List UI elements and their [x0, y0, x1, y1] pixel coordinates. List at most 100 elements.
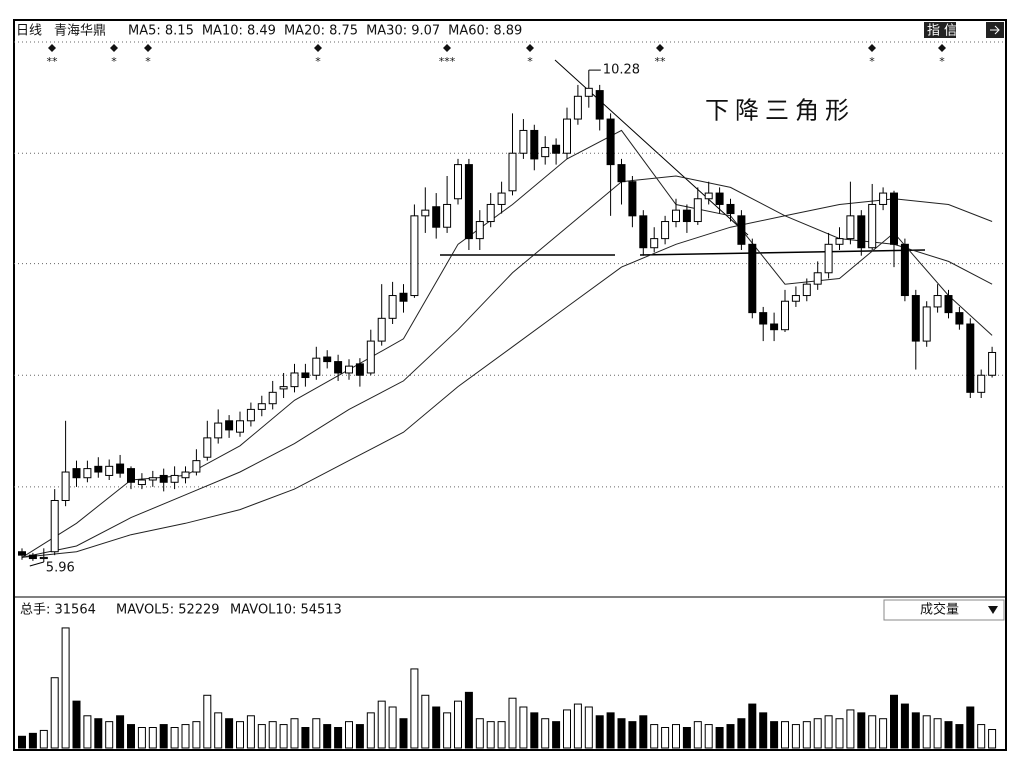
event-diamond	[443, 44, 451, 52]
candle-body	[563, 118, 571, 154]
candle-body	[312, 357, 321, 376]
event-diamond	[48, 44, 56, 52]
stock-name: 青海华鼎	[54, 24, 106, 39]
candle-body	[355, 363, 364, 376]
volume-bar	[410, 668, 419, 749]
volume-bar	[530, 712, 539, 749]
ma-label: MA30: 9.07	[366, 24, 440, 39]
candle-body	[443, 203, 452, 228]
volume-bar	[443, 712, 452, 749]
volume-bar	[682, 727, 691, 749]
toolbar-button[interactable]	[924, 22, 956, 38]
event-marker: **	[655, 55, 667, 68]
candle-body	[824, 243, 833, 274]
volume-bar	[715, 727, 724, 749]
candle-body	[225, 420, 234, 431]
volume-bar	[584, 706, 593, 749]
candle-body	[693, 198, 702, 223]
volume-bar	[225, 718, 234, 749]
volume-bar	[421, 694, 430, 749]
candle-body	[236, 420, 244, 433]
candle-body	[617, 164, 626, 183]
event-diamond	[868, 44, 876, 52]
candle-body	[933, 295, 942, 308]
candle-body	[28, 554, 37, 560]
volume-bar	[988, 729, 997, 749]
candle-body	[399, 292, 408, 302]
volume-bar	[268, 721, 277, 749]
event-marker: *	[939, 55, 945, 68]
high-label: 10.28	[603, 63, 640, 78]
volume-bar	[236, 721, 244, 749]
candle-body	[508, 152, 517, 192]
candle-body	[279, 386, 288, 390]
candle-body	[192, 460, 201, 473]
candle-body	[268, 391, 277, 405]
candle-body	[377, 317, 386, 342]
candle-body	[257, 403, 266, 410]
candle-body	[759, 312, 768, 325]
ma-label: MA20: 8.75	[284, 24, 358, 39]
candle-body	[584, 87, 593, 97]
volume-bar	[726, 724, 735, 749]
candle-body	[345, 365, 353, 374]
volume-bar	[944, 721, 953, 749]
volume-bar	[72, 700, 81, 749]
candle-body	[127, 468, 135, 483]
candle-body	[737, 215, 746, 245]
candle-body	[791, 295, 800, 302]
volume-bar	[617, 718, 626, 749]
volume-bar	[770, 721, 779, 749]
volume-bar	[781, 721, 789, 749]
low-label: 5.96	[46, 560, 75, 575]
candle-body	[464, 164, 473, 240]
candle-body	[366, 340, 375, 374]
candle-body	[650, 238, 659, 249]
dropdown-arrow	[988, 606, 998, 614]
event-marker: ***	[439, 55, 456, 68]
volume-bar	[857, 712, 866, 749]
candle-body	[432, 206, 441, 228]
indicator-dropdown[interactable]	[883, 599, 1005, 621]
indicator-label[interactable]: 成交量	[920, 602, 959, 618]
candle-body	[148, 477, 157, 481]
volume-bar	[879, 718, 888, 749]
volume-bar	[192, 721, 201, 749]
volume-bar	[301, 727, 310, 749]
volume-bar	[977, 724, 986, 749]
volume-bar	[573, 703, 582, 749]
candle-body	[475, 221, 484, 240]
volume-bar	[813, 718, 822, 749]
candle-body	[628, 181, 637, 217]
candle-body	[388, 295, 397, 319]
candle-body	[83, 468, 92, 479]
candle-body	[966, 323, 975, 393]
volume-bar	[127, 724, 135, 749]
volume-bar	[933, 718, 942, 749]
trend-line	[554, 59, 749, 236]
candle-body	[116, 463, 125, 474]
candle-body	[682, 209, 691, 223]
volume-bar	[846, 709, 855, 749]
candle-body	[770, 323, 779, 331]
volume-bar	[563, 709, 571, 749]
candle-body	[802, 283, 811, 297]
candle-body	[922, 306, 931, 342]
candle-body	[573, 95, 582, 120]
toolbar-button-label[interactable]: 信息	[944, 23, 970, 39]
volume-bar	[18, 735, 26, 749]
toolbar-button-label[interactable]: 指	[927, 24, 940, 39]
frame	[13, 19, 1007, 751]
volume-header: 总手: 31564	[20, 603, 96, 618]
volume-bar	[552, 721, 561, 749]
volume-bar	[475, 718, 484, 749]
event-marker: *	[111, 55, 117, 68]
candle-body	[301, 372, 310, 379]
candle-body	[890, 192, 898, 245]
candle-body	[835, 238, 844, 245]
event-diamond	[314, 44, 322, 52]
ma-label: MA60: 8.89	[448, 24, 522, 39]
candle-body	[911, 295, 920, 342]
